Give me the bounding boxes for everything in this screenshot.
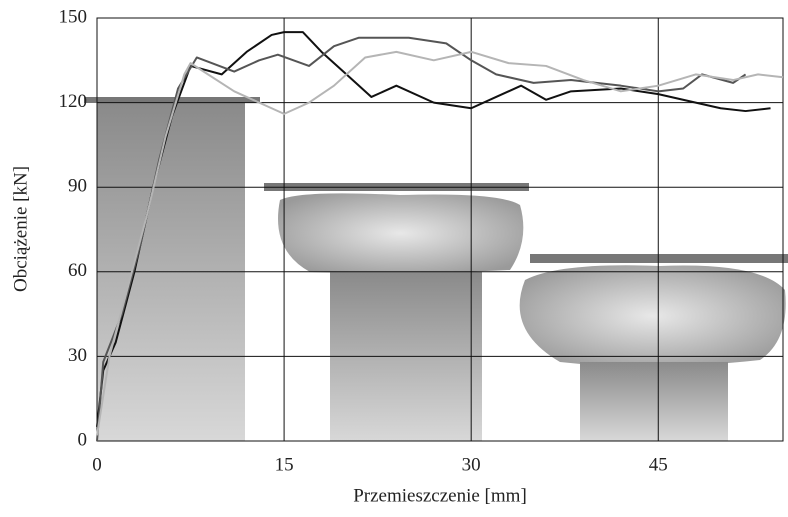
x-tick-label: 30 xyxy=(462,454,481,475)
specimen-photos xyxy=(84,97,788,441)
y-tick-label: 60 xyxy=(68,260,87,281)
x-tick-label: 45 xyxy=(649,454,668,475)
y-tick-label: 0 xyxy=(78,429,88,450)
x-axis-label: Przemieszczenie [mm] xyxy=(353,485,527,506)
x-tick-label: 15 xyxy=(275,454,294,475)
x-tick-label: 0 xyxy=(92,454,102,475)
data-line xyxy=(96,50,784,436)
y-tick-label: 150 xyxy=(59,6,88,27)
y-tick-label: 120 xyxy=(59,91,88,112)
y-tick-label: 30 xyxy=(68,345,87,366)
y-tick-label: 90 xyxy=(68,176,87,197)
y-axis-label: Obciążenie [kN] xyxy=(10,166,31,292)
